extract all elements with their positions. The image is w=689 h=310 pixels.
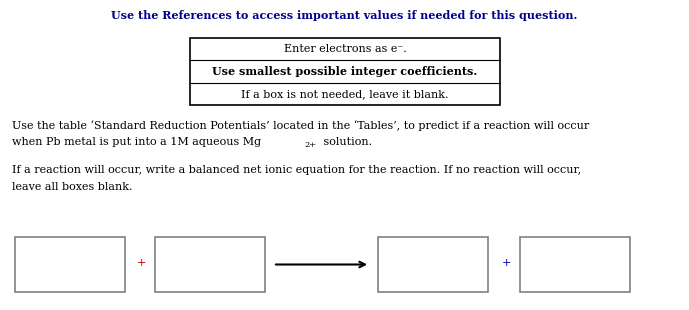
Text: If a reaction will occur, write a balanced net ionic equation for the reaction. : If a reaction will occur, write a balanc… xyxy=(12,165,581,175)
Text: when Pb metal is put into a 1M aqueous Mg: when Pb metal is put into a 1M aqueous M… xyxy=(12,137,261,147)
Text: If a box is not needed, leave it blank.: If a box is not needed, leave it blank. xyxy=(241,89,449,99)
Bar xyxy=(378,237,488,292)
Bar xyxy=(155,237,265,292)
Bar xyxy=(190,38,500,105)
Text: Enter electrons as e⁻.: Enter electrons as e⁻. xyxy=(284,44,407,54)
Text: solution.: solution. xyxy=(320,137,372,147)
Bar xyxy=(520,237,630,292)
Text: Use smallest possible integer coefficients.: Use smallest possible integer coefficien… xyxy=(212,66,477,77)
Text: 2+: 2+ xyxy=(304,141,316,149)
Text: +: + xyxy=(136,258,145,268)
Text: Use the References to access important values if needed for this question.: Use the References to access important v… xyxy=(112,10,577,21)
Bar xyxy=(15,237,125,292)
Text: Use the table ‘Standard Reduction Potentials’ located in the ‘Tables’, to predic: Use the table ‘Standard Reduction Potent… xyxy=(12,120,589,131)
Text: +: + xyxy=(502,258,511,268)
Text: leave all boxes blank.: leave all boxes blank. xyxy=(12,182,132,192)
